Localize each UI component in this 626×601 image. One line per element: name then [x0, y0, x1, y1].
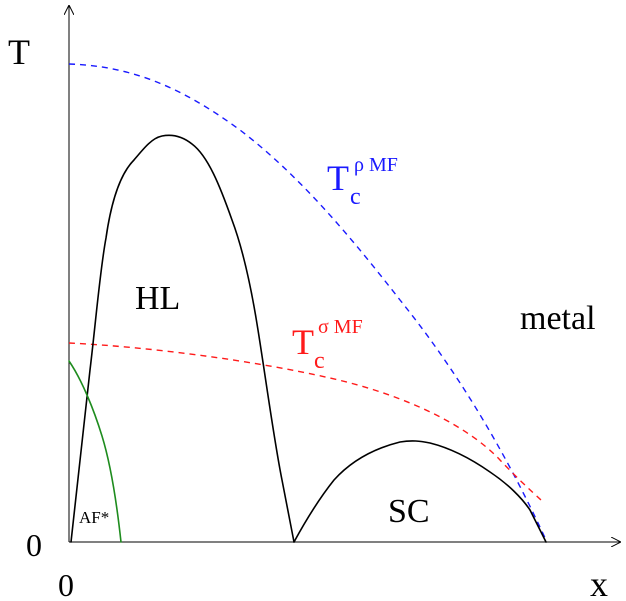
af-phase-boundary [68, 360, 122, 543]
x-axis-label: x [590, 564, 608, 601]
tc-rho-mf-subscript: c [350, 184, 361, 210]
tc-rho-mf-superscript: ρ MF [354, 154, 398, 176]
y-origin-label: 0 [26, 527, 42, 563]
hl-region-label: HL [135, 280, 180, 317]
tc-rho-mf-label: T c ρ MF [327, 154, 398, 210]
metal-region-label: metal [520, 300, 596, 337]
tc-sigma-mf-label: T c σ MF [292, 316, 363, 374]
sc-phase-boundary [293, 440, 547, 543]
sc-region-label: SC [388, 493, 430, 530]
hl-phase-boundary [70, 134, 295, 543]
x-origin-label: 0 [58, 567, 74, 601]
tc-sigma-mf-subscript: c [314, 348, 325, 374]
tc-sigma-mf-line [68, 342, 542, 501]
af-region-label: AF* [79, 508, 109, 527]
tc-sigma-mf-base: T [292, 322, 314, 362]
tc-rho-mf-base: T [327, 158, 349, 198]
y-axis-label: T [8, 32, 30, 72]
tc-sigma-mf-superscript: σ MF [318, 316, 363, 338]
tc-rho-mf-line [68, 63, 547, 541]
